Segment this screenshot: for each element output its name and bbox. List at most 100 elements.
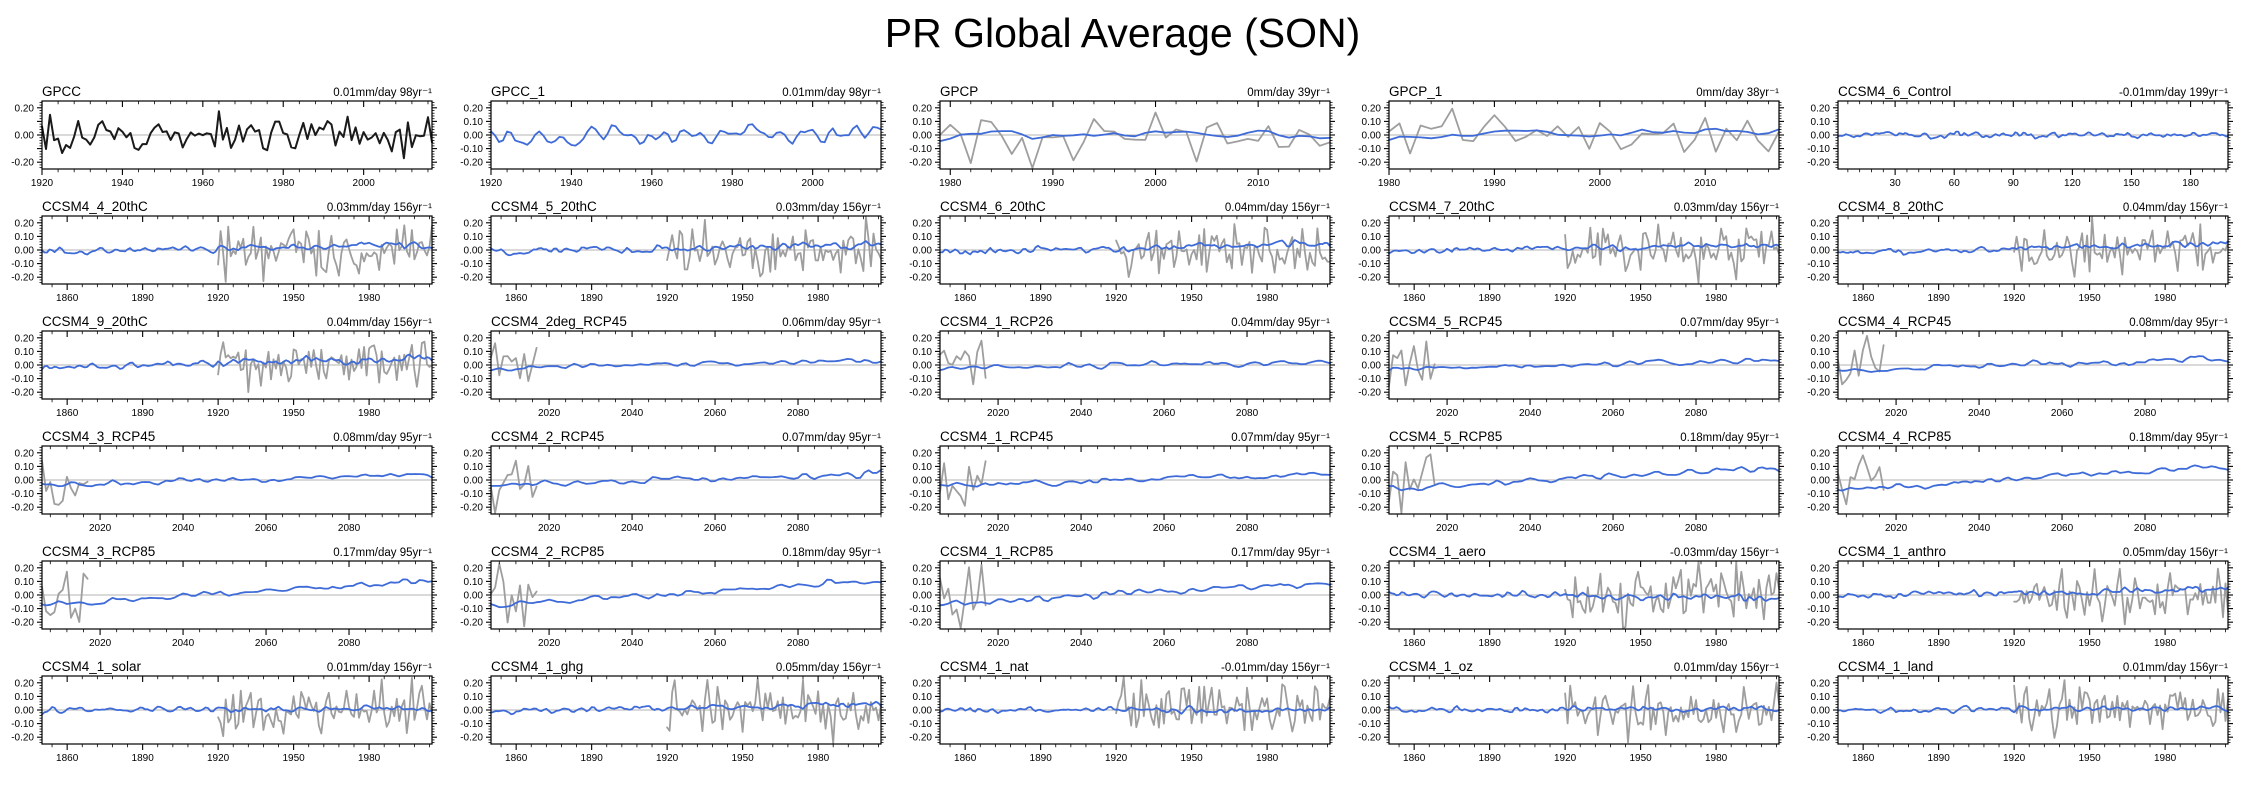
y-tick-label: 0.00 xyxy=(15,476,35,487)
series-model xyxy=(1837,464,2229,492)
plot-canvas: 0.20 0.10 0.00 -0.10 -0.20 2020 2040 2060 2080 xyxy=(1358,330,1784,419)
y-tick-label: -0.10 xyxy=(1807,719,1830,730)
x-tick-label: 1890 xyxy=(1928,638,1951,649)
plot-canvas: 0.20 0.10 0.00 -0.10 -0.20 1860 1890 1920 1950 19… xyxy=(460,215,886,304)
x-tick-label: 2060 xyxy=(2051,523,2074,534)
panel-CCSM4_7_20thC: CCSM4_7_20thC 0.03mm/day 156yr⁻¹ 0.20 0.10 0… xyxy=(1347,197,1796,312)
y-tick-label: 0.00 xyxy=(1811,361,1831,372)
y-tick-label: 0.10 xyxy=(464,117,484,128)
series-observation xyxy=(217,677,433,738)
y-tick-label: 0.10 xyxy=(15,347,35,358)
y-tick-label: 0.20 xyxy=(913,103,933,114)
series-observation xyxy=(2013,567,2229,626)
panel-header: CCSM4_3_RCP85 0.17mm/day 95yr⁻¹ xyxy=(0,542,449,559)
series-model xyxy=(939,129,1331,142)
x-tick-label: 1890 xyxy=(581,293,604,304)
y-tick-label: 0.00 xyxy=(1811,246,1831,257)
x-tick-label: 1980 xyxy=(1705,753,1728,764)
x-tick-label: 1980 xyxy=(358,408,381,419)
panel-title: GPCC xyxy=(42,84,82,99)
plot-canvas: 0.20 0.10 0.00 -0.10 -0.20 2020 2040 2060 2080 xyxy=(1358,445,1784,534)
y-tick-label: -0.20 xyxy=(1807,503,1830,514)
y-tick-label: 0.10 xyxy=(1362,347,1382,358)
panel-CCSM4_9_20thC: CCSM4_9_20thC 0.04mm/day 156yr⁻¹ 0.20 0.10 0… xyxy=(0,312,449,427)
series-observation xyxy=(1564,681,1780,744)
x-tick-label: 1920 xyxy=(656,753,679,764)
panel-trend-annotation: 0.04mm/day 156yr⁻¹ xyxy=(2122,202,2228,214)
series-observation xyxy=(1388,453,1436,514)
x-tick-label: 2040 xyxy=(1968,523,1991,534)
panel-title: CCSM4_6_20thC xyxy=(940,199,1046,214)
y-tick-label: 0.10 xyxy=(1362,692,1382,703)
y-tick-label: 0.00 xyxy=(464,246,484,257)
x-tick-label: 2060 xyxy=(704,523,727,534)
y-tick-label: -0.10 xyxy=(460,604,483,615)
panel-header: GPCC 0.01mm/day 98yr⁻¹ xyxy=(0,82,449,99)
x-tick-label: 2040 xyxy=(172,638,195,649)
x-tick-label: 2080 xyxy=(338,638,361,649)
y-tick-label: 0.00 xyxy=(913,131,933,142)
panel-header: CCSM4_1_aero -0.03mm/day 156yr⁻¹ xyxy=(1347,542,1796,559)
y-tick-label: 0.10 xyxy=(1811,462,1831,473)
y-tick-label: -0.20 xyxy=(1807,618,1830,629)
x-tick-label: 2080 xyxy=(1236,408,1259,419)
y-tick-label: -0.10 xyxy=(909,259,932,270)
y-tick-label: -0.10 xyxy=(909,489,932,500)
series-observation xyxy=(666,216,882,278)
series-model xyxy=(490,240,882,257)
panel-trend-annotation: -0.01mm/day 199yr⁻¹ xyxy=(2119,87,2228,99)
y-tick-label: -0.20 xyxy=(909,733,932,744)
panel-CCSM4_1_solar: CCSM4_1_solar 0.01mm/day 156yr⁻¹ 0.20 0.10 0… xyxy=(0,657,449,772)
y-tick-label: 0.10 xyxy=(1811,232,1831,243)
panel-title: GPCP xyxy=(940,84,979,99)
x-tick-label: 1920 xyxy=(1554,753,1577,764)
panel-header: GPCP 0mm/day 39yr⁻¹ xyxy=(898,82,1347,99)
panel-header: GPCP_1 0mm/day 38yr⁻¹ xyxy=(1347,82,1796,99)
x-tick-label: 2020 xyxy=(1436,523,1459,534)
y-tick-label: 0.20 xyxy=(1811,678,1831,689)
panel-trend-annotation: 0mm/day 39yr⁻¹ xyxy=(1247,87,1330,99)
x-tick-label: 2040 xyxy=(621,523,644,534)
y-tick-label: -0.10 xyxy=(1807,604,1830,615)
x-tick-label: 1890 xyxy=(1928,293,1951,304)
x-tick-label: 1860 xyxy=(1403,638,1426,649)
panel-header: CCSM4_5_20thC 0.03mm/day 156yr⁻¹ xyxy=(449,197,898,214)
y-tick-label: -0.20 xyxy=(1358,388,1381,399)
panel-CCSM4_2_RCP85: CCSM4_2_RCP85 0.18mm/day 95yr⁻¹ 0.20 0.10 0.… xyxy=(449,542,898,657)
plot-canvas: 0.20 0.10 0.00 -0.10 -0.20 2020 2040 2060 2080 xyxy=(1807,445,2233,534)
y-tick-label: -0.10 xyxy=(1358,374,1381,385)
y-tick-label: -0.10 xyxy=(11,259,34,270)
y-tick-label: 0.20 xyxy=(1811,103,1831,114)
y-tick-label: -0.10 xyxy=(1807,144,1830,155)
panel-trend-annotation: 0.17mm/day 95yr⁻¹ xyxy=(333,547,432,559)
x-tick-label: 2020 xyxy=(89,638,112,649)
series-observation xyxy=(41,459,89,506)
y-tick-label: 0.20 xyxy=(15,103,35,114)
x-tick-label: 1950 xyxy=(1180,753,1203,764)
y-tick-label: 0.20 xyxy=(913,448,933,459)
x-tick-label: 1980 xyxy=(807,293,830,304)
y-tick-label: 0.00 xyxy=(1362,246,1382,257)
x-tick-label: 1980 xyxy=(807,753,830,764)
series-model xyxy=(1388,589,1780,602)
x-tick-label: 2020 xyxy=(538,638,561,649)
panel-CCSM4_5_RCP45: CCSM4_5_RCP45 0.07mm/day 95yr⁻¹ 0.20 0.10 0.… xyxy=(1347,312,1796,427)
panel-title: CCSM4_3_RCP85 xyxy=(42,544,156,559)
x-tick-label: 2020 xyxy=(987,638,1010,649)
plot-canvas: 0.20 0.10 0.00 -0.10 -0.20 1860 1890 1920 1950 19… xyxy=(1807,675,2233,764)
plot-canvas: 0.20 0.10 0.00 -0.10 -0.20 1860 1890 1920 1950 19… xyxy=(11,330,437,419)
panel-trend-annotation: 0.18mm/day 95yr⁻¹ xyxy=(1680,432,1779,444)
series-model xyxy=(1388,357,1780,372)
y-tick-label: -0.20 xyxy=(1807,158,1830,169)
x-tick-label: 2060 xyxy=(1153,408,1176,419)
y-tick-label: 0.20 xyxy=(1362,218,1382,229)
y-tick-label: 0.10 xyxy=(464,692,484,703)
x-tick-label: 2040 xyxy=(1519,408,1542,419)
series-observation xyxy=(1115,676,1331,733)
panel-header: GPCC_1 0.01mm/day 98yr⁻¹ xyxy=(449,82,898,99)
plot-canvas: 0.20 0.10 0.00 -0.10 -0.20 2020 2040 2060 2080 xyxy=(909,330,1335,419)
panel-CCSM4_2deg_RCP45: CCSM4_2deg_RCP45 0.06mm/day 95yr⁻¹ 0.20 0.1… xyxy=(449,312,898,427)
y-tick-label: 0.00 xyxy=(913,361,933,372)
panel-header: CCSM4_6_20thC 0.04mm/day 156yr⁻¹ xyxy=(898,197,1347,214)
plot-canvas: 0.20 0.10 0.00 -0.10 -0.20 1860 1890 1920 1950 19… xyxy=(11,215,437,304)
